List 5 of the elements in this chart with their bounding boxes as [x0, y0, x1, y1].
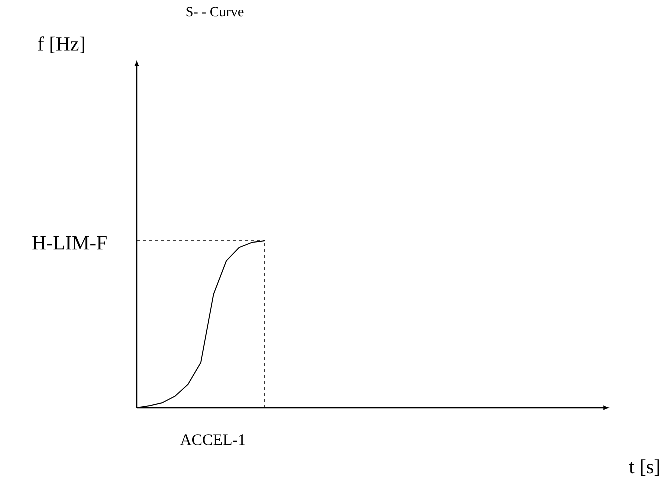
ref-line-label: H-LIM-F	[32, 236, 107, 250]
text: ACCEL-1	[180, 434, 246, 446]
text: f [Hz]	[38, 36, 84, 54]
text: t [s]	[629, 460, 660, 476]
chart-title: S- - Curve	[186, 7, 244, 17]
